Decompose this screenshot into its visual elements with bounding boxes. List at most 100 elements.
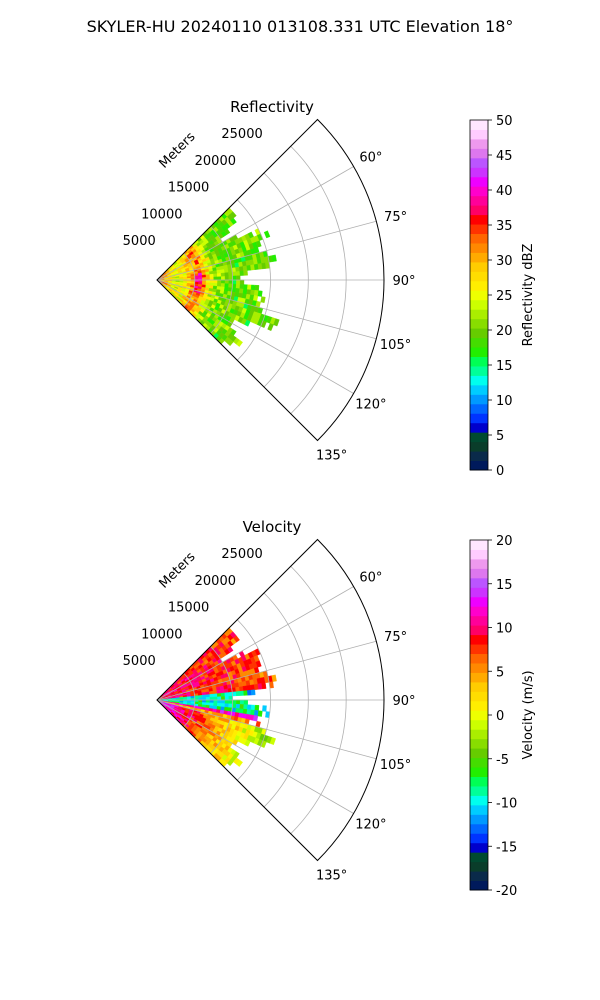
- heatmap-cell: [201, 694, 207, 698]
- azimuth-spoke: [156, 699, 354, 814]
- heatmap-cell: [252, 715, 259, 722]
- heatmap-cell: [247, 704, 252, 711]
- heatmap-cell: [227, 646, 234, 653]
- heatmap-cell: [224, 283, 230, 288]
- heatmap-cell: [213, 696, 218, 701]
- colorbar-swatch: [470, 299, 488, 310]
- heatmap-cell: [209, 699, 214, 704]
- azimuth-spoke: [156, 640, 377, 701]
- colorbar-swatch: [470, 214, 488, 225]
- colorbar-swatch: [470, 785, 488, 796]
- heatmap-cell: [216, 693, 222, 698]
- heatmap-cell: [257, 710, 263, 717]
- colorbar-swatch: [470, 662, 488, 673]
- colorbar-swatch: [470, 776, 488, 787]
- heatmap-cell: [254, 284, 260, 291]
- heatmap-cell: [263, 230, 271, 239]
- heatmap-cell: [232, 279, 237, 285]
- colorbar-swatch: [470, 375, 488, 386]
- heatmap-cell: [235, 271, 241, 277]
- colorbar-swatch: [470, 261, 488, 272]
- heatmap-cell: [205, 277, 211, 281]
- heatmap-cell: [257, 290, 263, 297]
- radial-axis-label: Meters: [157, 129, 199, 171]
- heatmap-cell: [227, 339, 234, 347]
- heatmap-cell: [213, 693, 218, 698]
- colorbar-tick-label: 25: [496, 289, 513, 304]
- colorbar-tick-label: 0: [496, 709, 504, 724]
- radial-tick-label: 15000: [168, 181, 209, 196]
- colorbar-swatch: [470, 318, 488, 329]
- colorbar-label: Velocity (m/s): [521, 670, 536, 759]
- colorbar: -20 -15 -10 -5 0 5 10 15 20 Velocity (m/s): [469, 534, 536, 899]
- heatmap-cell: [228, 691, 233, 697]
- heatmap-cell: [230, 217, 237, 225]
- colorbar-swatch: [470, 460, 488, 471]
- heatmap-cell: [250, 689, 256, 696]
- colorbar-tick-label: 35: [496, 219, 513, 234]
- heatmap-cell: [205, 694, 211, 698]
- heatmap-cell: [252, 295, 259, 302]
- colorbar-swatch: [470, 653, 488, 664]
- heatmap-cell: [209, 279, 214, 284]
- heatmap-cell: [220, 703, 226, 708]
- colorbar-swatch: [470, 615, 488, 626]
- heatmap-cell: [239, 284, 245, 290]
- angle-tick-label: 90°: [392, 274, 415, 289]
- colorbar-swatch: [470, 814, 488, 825]
- heatmap-cell: [243, 690, 248, 696]
- heatmap-cell: [244, 739, 251, 747]
- heatmap-cell: [221, 276, 226, 281]
- azimuth-spoke: [156, 279, 354, 394]
- radial-tick-label: 20000: [195, 574, 236, 589]
- colorbar-swatch: [470, 842, 488, 853]
- heatmap-cell: [262, 705, 267, 712]
- heatmap-cell: [221, 696, 226, 701]
- azimuth-spoke: [156, 279, 377, 340]
- heatmap-cell: [273, 318, 280, 327]
- radial-tick-label: 15000: [168, 601, 209, 616]
- colorbar-swatch: [470, 148, 488, 159]
- colorbar-tick-label: 5: [496, 665, 504, 680]
- colorbar-swatch: [470, 309, 488, 320]
- heatmap-cell: [229, 211, 237, 219]
- heatmap-cell: [267, 323, 274, 332]
- heatmap-cell: [228, 275, 233, 281]
- colorbar-swatch: [470, 138, 488, 149]
- heatmap-cell: [217, 276, 222, 281]
- colorbar-label: Reflectivity dBZ: [521, 244, 536, 347]
- azimuth-spoke: [156, 586, 354, 701]
- angle-tick-label: 120°: [355, 398, 386, 413]
- heatmap-cell: [217, 699, 222, 704]
- colorbar-swatch: [470, 365, 488, 376]
- angle-tick-label: 135°: [316, 449, 347, 464]
- heatmap-cell: [228, 271, 233, 277]
- heatmap-cell: [205, 699, 211, 703]
- angle-tick-label: 105°: [380, 338, 411, 353]
- colorbar-swatch: [470, 432, 488, 443]
- colorbar-swatch: [470, 290, 488, 301]
- heatmap-cell: [239, 270, 245, 276]
- colorbar-swatch: [470, 120, 488, 130]
- radial-axis-label: Meters: [157, 549, 199, 591]
- heatmap-cell: [216, 689, 222, 694]
- colorbar-tick-label: 20: [496, 324, 513, 339]
- colorbar-tick-label: 40: [496, 184, 513, 199]
- colorbar-swatch: [470, 691, 488, 702]
- panel-title: Reflectivity: [230, 98, 314, 116]
- colorbar-swatch: [470, 577, 488, 588]
- heatmap-cell: [220, 692, 226, 697]
- colorbar-swatch: [470, 625, 488, 636]
- colorbar-swatch: [470, 176, 488, 187]
- colorbar-tick-label: 10: [496, 622, 513, 637]
- heatmap-cell: [254, 704, 260, 711]
- heatmap-cell: [235, 283, 241, 289]
- heatmap-cell: [216, 702, 222, 707]
- colorbar-swatch: [470, 606, 488, 617]
- colorbar: 0 5 10 15 20 25 30 35 40 45 50 Reflectivity dBZ: [469, 114, 536, 479]
- heatmap-cell: [261, 682, 267, 690]
- angle-tick-label: 120°: [355, 818, 386, 833]
- colorbar-swatch: [470, 441, 488, 452]
- heatmap-cell: [213, 273, 218, 278]
- azimuth-spoke: [156, 220, 377, 281]
